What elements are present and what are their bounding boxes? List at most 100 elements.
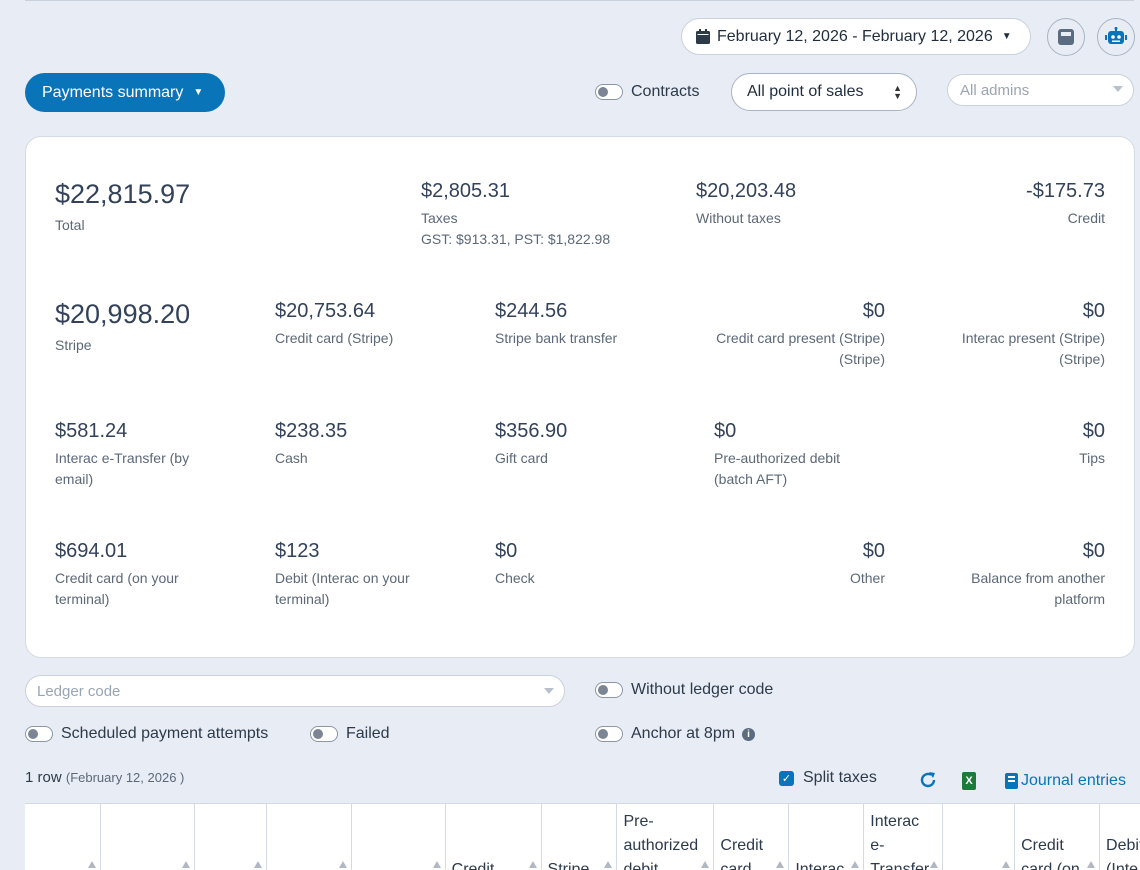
scheduled-toggle[interactable] — [25, 726, 53, 742]
stat-amount: $0 — [714, 420, 737, 442]
column-header-debit[interactable]: Debit (Inte — [1100, 804, 1140, 870]
column-header-stripe[interactable]: Stripe — [542, 804, 618, 870]
scheduled-label: Scheduled payment attempts — [61, 725, 269, 742]
point-of-sale-select[interactable]: All point of sales ▲ ▼ — [731, 73, 917, 111]
sort-icon[interactable] — [87, 861, 96, 868]
stat-credit-card-terminal: $694.01 Credit card (on your terminal) — [55, 540, 215, 610]
column-header-interac[interactable]: Interac — [789, 804, 865, 870]
row-count: 1 row (February 12, 2026 ) — [25, 769, 184, 786]
refresh-icon[interactable] — [918, 770, 938, 790]
column-header-preauth[interactable]: Pre-authorized debit — [617, 804, 715, 870]
stat-amount: $581.24 — [55, 420, 128, 442]
excel-icon[interactable]: X — [962, 772, 976, 790]
stat-label: Credit — [1067, 210, 1105, 226]
report-type-dropdown[interactable]: Payments summary ▼ — [25, 73, 225, 112]
without-ledger-toggle-row[interactable]: Without ledger code — [595, 681, 773, 699]
column-header[interactable] — [195, 804, 267, 870]
contracts-toggle[interactable] — [595, 84, 623, 100]
stat-label: Tips — [1079, 450, 1105, 466]
sort-icon[interactable] — [253, 861, 262, 868]
scheduled-toggle-row[interactable]: Scheduled payment attempts — [25, 725, 268, 743]
assistant-button[interactable] — [1097, 18, 1135, 56]
stat-amount: $20,753.64 — [275, 300, 376, 322]
column-header-credit-card-terminal[interactable]: Credit card (on — [1015, 804, 1101, 870]
stat-label: Without taxes — [696, 210, 781, 226]
column-header-label: Debit (Inte — [1106, 837, 1140, 870]
top-divider — [25, 0, 1134, 2]
sort-icon[interactable] — [776, 861, 785, 868]
sort-icon[interactable] — [432, 861, 441, 868]
column-header-label: Credit card — [720, 837, 764, 870]
column-header[interactable] — [267, 804, 352, 870]
robot-icon — [1105, 27, 1127, 44]
row-count-text: 1 row — [25, 769, 62, 786]
stat-interac-etransfer: $581.24 Interac e-Transfer (by email) — [55, 420, 225, 490]
sort-icon[interactable] — [701, 861, 710, 868]
info-icon[interactable]: i — [742, 727, 756, 741]
column-header-interac-etransfer[interactable]: Interac e-Transfer — [864, 804, 944, 870]
sort-icon[interactable] — [604, 861, 613, 868]
split-taxes-checkbox[interactable]: ✓ Split taxes — [779, 769, 877, 787]
column-header-label: Stripe — [547, 861, 590, 870]
journal-entries-link[interactable]: Journal entries — [1005, 772, 1126, 790]
failed-toggle-row[interactable]: Failed — [310, 725, 390, 743]
stat-amount: $0 — [862, 300, 885, 322]
column-header[interactable] — [101, 804, 195, 870]
check-icon[interactable]: ✓ — [779, 770, 794, 786]
calendar-icon — [696, 29, 710, 44]
stat-debit-terminal: $123 Debit (Interac on your terminal) — [275, 540, 435, 610]
anchor-toggle-row[interactable]: Anchor at 8pm i — [595, 725, 756, 743]
stat-credit: -$175.73 Credit — [1026, 180, 1105, 229]
point-of-sale-value: All point of sales — [747, 83, 864, 100]
stat-stripe-bank-transfer: $244.56 Stripe bank transfer — [495, 300, 617, 349]
admins-select[interactable]: All admins — [947, 74, 1134, 106]
sort-icon[interactable] — [528, 861, 537, 868]
column-header[interactable] — [25, 804, 101, 870]
report-type-label: Payments summary — [42, 83, 184, 101]
without-ledger-toggle[interactable] — [595, 682, 623, 698]
stat-label: Pre-authorized debit (batch AFT) — [714, 450, 841, 487]
failed-label: Failed — [346, 725, 390, 742]
select-arrows-icon: ▲ ▼ — [893, 83, 902, 101]
caret-down-icon: ▼ — [193, 87, 204, 98]
date-range-text: February 12, 2026 - February 12, 2026 — [717, 27, 993, 45]
stat-other: $0 Other — [850, 540, 885, 589]
row-count-date: (February 12, 2026 ) — [65, 770, 185, 785]
stat-balance-other-platform: $0 Balance from another platform — [955, 540, 1105, 610]
table-header: Credit Stripe Pre-authorized debit Credi… — [25, 803, 1140, 870]
contracts-toggle-row[interactable]: Contracts — [595, 83, 699, 101]
date-range-picker[interactable]: February 12, 2026 - February 12, 2026 ▼ — [681, 18, 1031, 55]
anchor-toggle[interactable] — [595, 726, 623, 742]
stat-label: Interac e-Transfer (by email) — [55, 450, 190, 487]
column-header[interactable] — [943, 804, 1016, 870]
stat-label: Interac present (Stripe) (Stripe) — [961, 330, 1105, 367]
stat-amount: $0 — [1082, 420, 1105, 442]
stat-amount: $244.56 — [495, 300, 568, 322]
column-header-credit-card[interactable]: Credit card — [714, 804, 790, 870]
sort-icon[interactable] — [1002, 861, 1011, 868]
stat-amount: $123 — [275, 540, 320, 562]
sort-icon[interactable] — [1087, 861, 1096, 868]
failed-toggle[interactable] — [310, 726, 338, 742]
payments-summary-card: $22,815.97 Total $2,805.31 Taxes GST: $9… — [25, 136, 1135, 658]
sort-icon[interactable] — [851, 861, 860, 868]
sort-icon[interactable] — [930, 861, 939, 868]
column-header-credit[interactable]: Credit — [446, 804, 542, 870]
column-header-label: Interac e-Transfer — [870, 813, 930, 870]
stat-label: Other — [849, 570, 885, 586]
stat-label: Credit card (Stripe) — [275, 330, 394, 346]
sort-icon[interactable] — [181, 861, 190, 868]
stat-amount: $0 — [862, 540, 885, 562]
book-icon — [1005, 773, 1018, 789]
ledger-code-select[interactable]: Ledger code — [25, 675, 565, 707]
column-header-label: Credit — [451, 861, 495, 870]
column-header-label: Interac — [795, 861, 845, 870]
sort-icon[interactable] — [338, 861, 347, 868]
stat-taxes-detail: GST: $913.31, PST: $1,822.98 — [421, 231, 611, 247]
ledger-code-placeholder: Ledger code — [37, 682, 121, 700]
stat-amount: $20,203.48 — [696, 180, 797, 202]
calculator-button[interactable] — [1047, 18, 1085, 56]
dropdown-arrow-icon — [544, 688, 554, 694]
column-header-label: Credit card (on — [1021, 837, 1080, 870]
column-header[interactable] — [352, 804, 446, 870]
